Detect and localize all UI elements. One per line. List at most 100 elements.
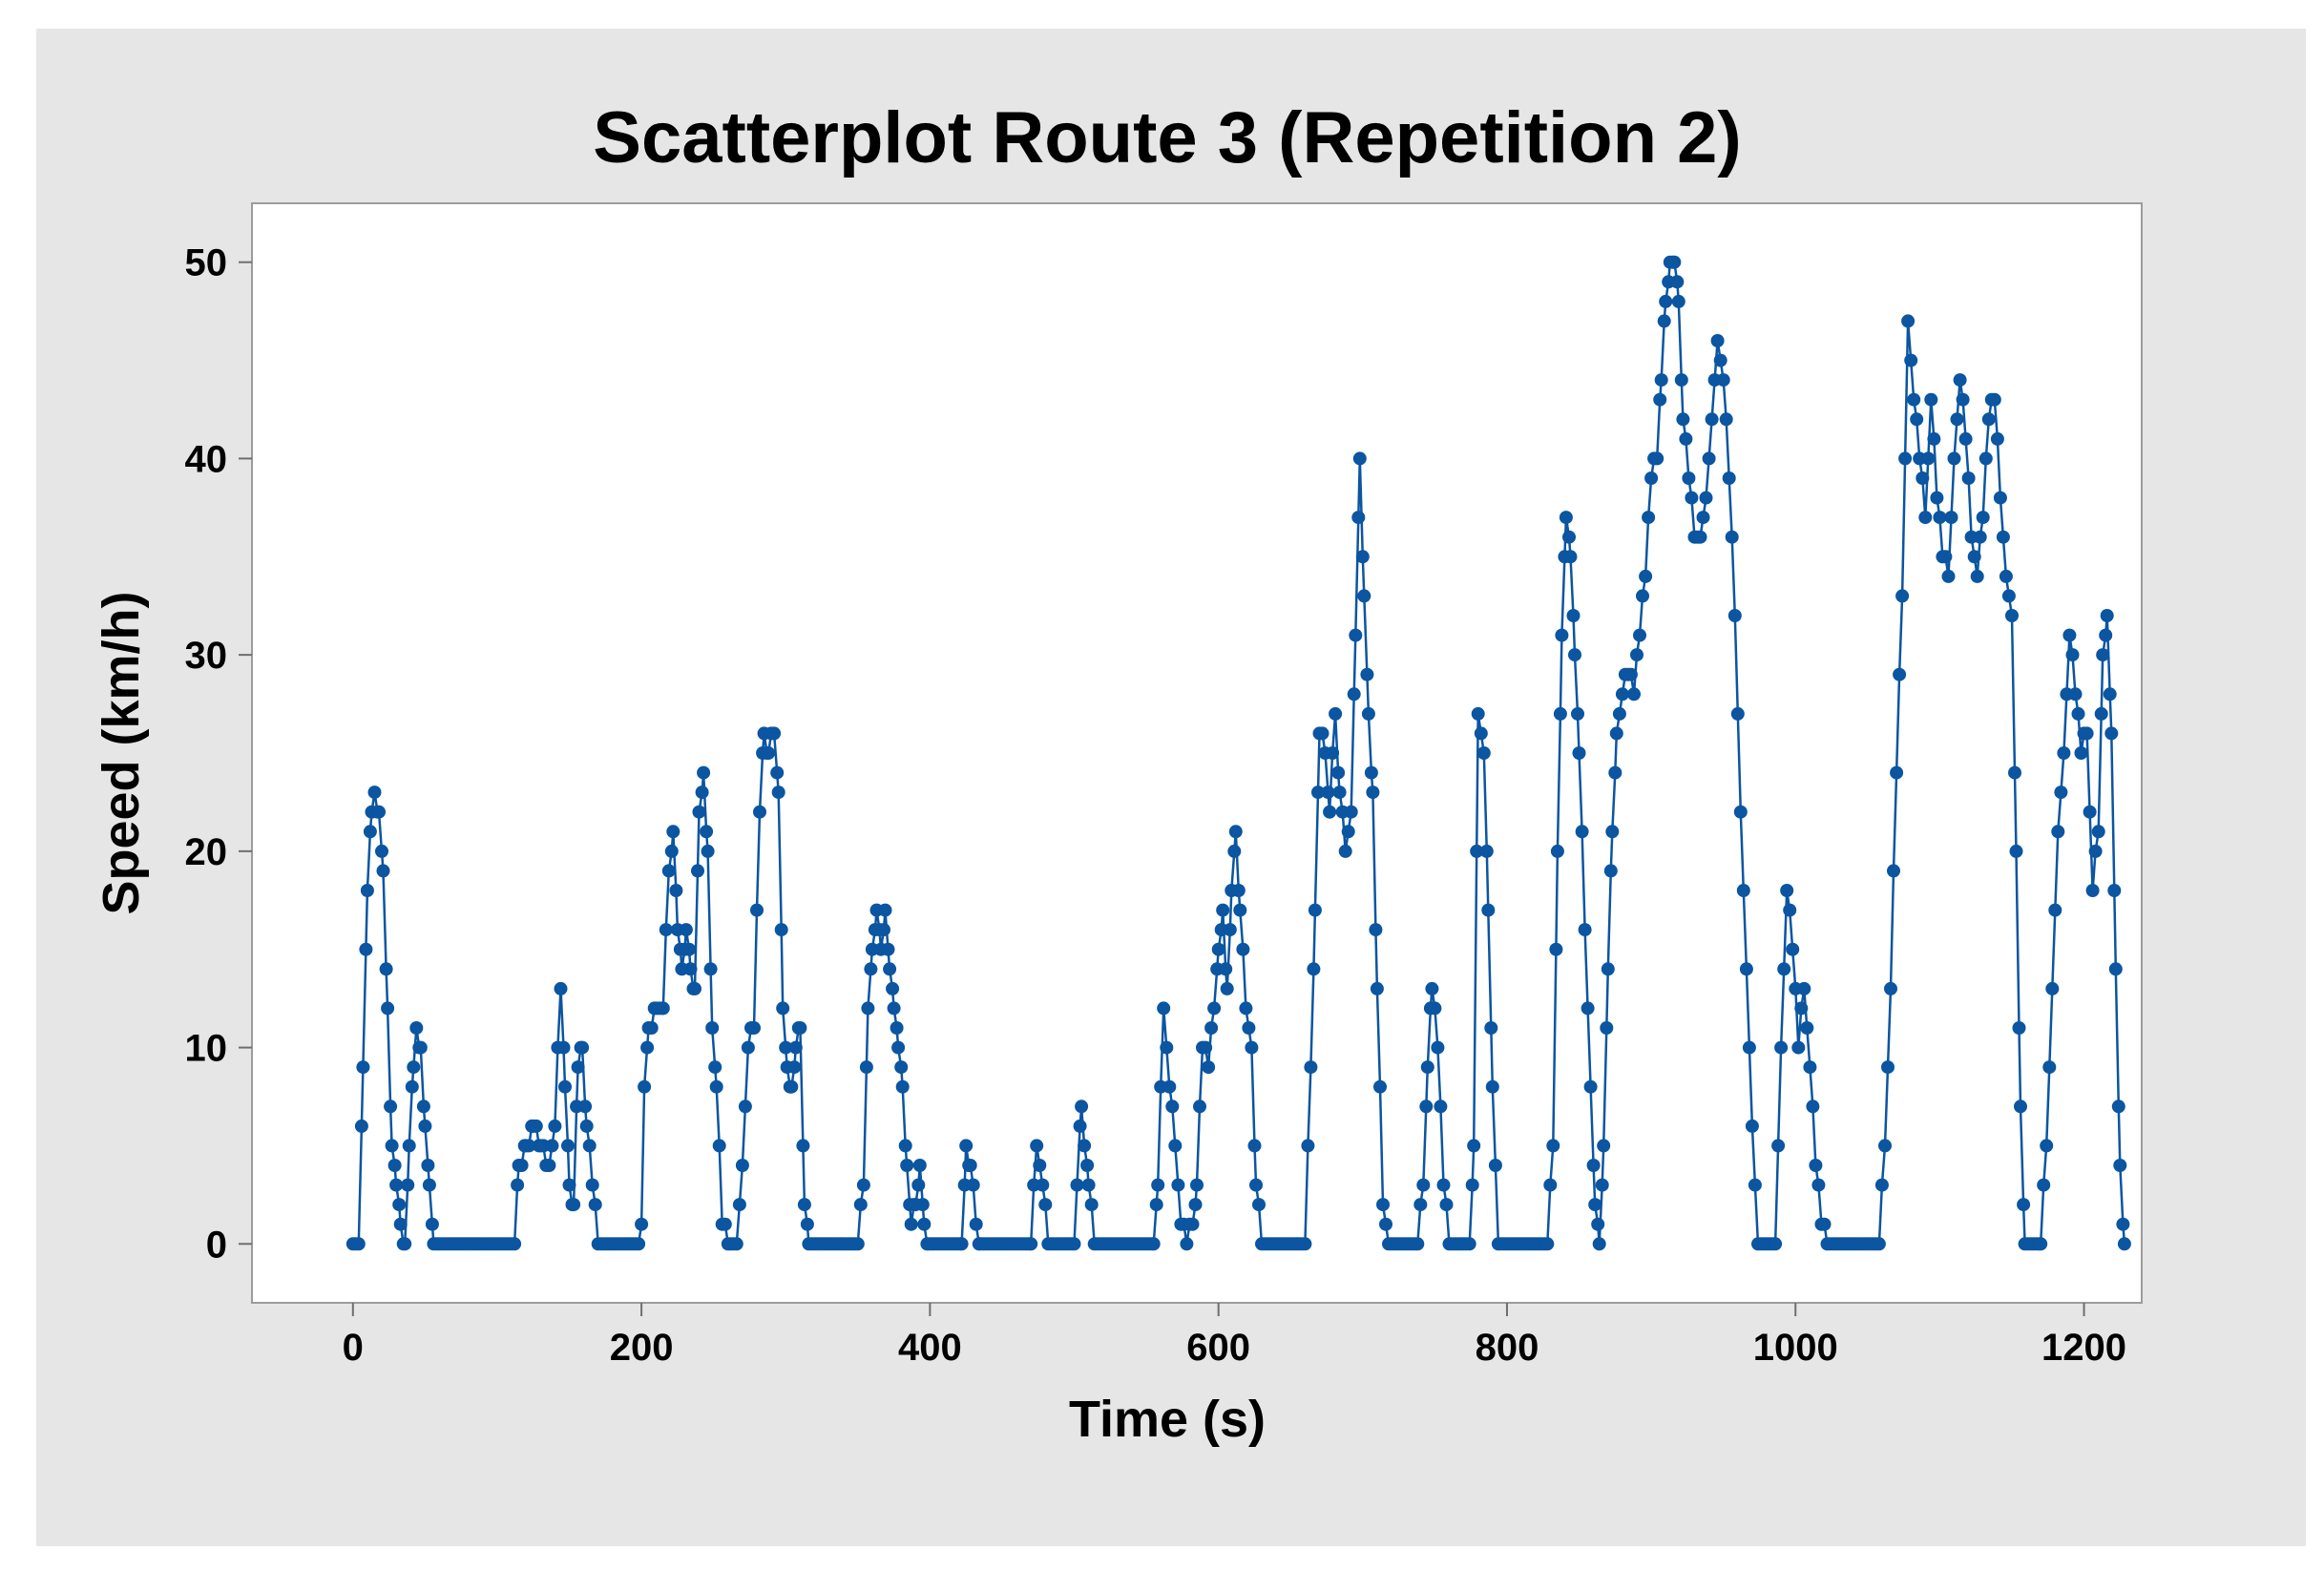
data-point bbox=[894, 1060, 909, 1075]
data-point bbox=[1817, 1217, 1832, 1231]
data-point bbox=[588, 1198, 602, 1212]
data-point bbox=[1165, 1100, 1180, 1114]
data-point bbox=[548, 1119, 562, 1133]
data-point bbox=[666, 825, 680, 839]
data-point bbox=[1540, 1237, 1555, 1251]
data-point bbox=[1231, 884, 1246, 897]
data-point bbox=[1073, 1119, 1087, 1133]
data-point bbox=[561, 1139, 575, 1153]
data-point bbox=[1030, 1139, 1044, 1153]
data-point bbox=[1910, 412, 1924, 427]
data-point bbox=[1730, 706, 1745, 721]
data-point bbox=[1572, 746, 1586, 760]
data-point bbox=[729, 1237, 743, 1251]
data-point bbox=[741, 1040, 755, 1055]
data-point bbox=[1332, 786, 1347, 800]
data-point bbox=[1583, 1079, 1598, 1094]
data-point bbox=[1623, 667, 1638, 681]
data-point bbox=[1081, 1178, 1096, 1192]
chart-frame: Scatterplot Route 3 (Repetition 2) 0 10 20… bbox=[36, 29, 2306, 1546]
data-point bbox=[2005, 609, 2019, 622]
data-point bbox=[877, 923, 890, 937]
data-point bbox=[1916, 471, 1930, 485]
data-point bbox=[890, 1021, 904, 1035]
data-point bbox=[1716, 373, 1730, 388]
data-point bbox=[1999, 569, 2013, 583]
data-point bbox=[1603, 864, 1618, 878]
data-point bbox=[1160, 1040, 1174, 1055]
data-point bbox=[1633, 628, 1646, 642]
data-point bbox=[579, 1119, 594, 1133]
data-point bbox=[1168, 1139, 1183, 1153]
data-point bbox=[1228, 825, 1243, 839]
plot-area bbox=[251, 202, 2143, 1304]
data-point bbox=[1597, 1139, 1611, 1153]
data-point bbox=[2012, 1021, 2026, 1035]
data-point bbox=[1722, 471, 1736, 485]
data-point bbox=[861, 1001, 875, 1016]
y-tick-label: 50 bbox=[185, 242, 228, 284]
data-point bbox=[1242, 1021, 1256, 1035]
data-point bbox=[1713, 353, 1727, 367]
data-point bbox=[1471, 706, 1485, 721]
data-point bbox=[1149, 1198, 1163, 1212]
data-point bbox=[1719, 412, 1733, 427]
data-point bbox=[712, 1139, 726, 1153]
data-point bbox=[1636, 589, 1649, 603]
data-point bbox=[1653, 392, 1667, 407]
data-point bbox=[963, 1159, 977, 1172]
data-point bbox=[762, 746, 776, 760]
data-point bbox=[1874, 1178, 1889, 1192]
y-axis-label: Speed (km/h) bbox=[93, 591, 150, 914]
data-point bbox=[656, 1001, 670, 1016]
data-point bbox=[1485, 1079, 1499, 1094]
data-point bbox=[900, 1159, 914, 1172]
data-point bbox=[1341, 825, 1355, 839]
data-point bbox=[797, 1198, 811, 1212]
data-point bbox=[1301, 1139, 1315, 1153]
data-point bbox=[767, 726, 782, 741]
data-point bbox=[1956, 392, 1970, 407]
data-point bbox=[1220, 981, 1234, 995]
data-point bbox=[1907, 392, 1921, 407]
data-point bbox=[1595, 1178, 1609, 1192]
data-point bbox=[1609, 726, 1623, 741]
data-point bbox=[389, 1178, 404, 1192]
data-point bbox=[1976, 511, 1990, 525]
data-point bbox=[1667, 255, 1682, 269]
data-point bbox=[1566, 609, 1581, 622]
data-point bbox=[753, 805, 766, 819]
data-point bbox=[898, 1139, 912, 1153]
data-point bbox=[1434, 1100, 1448, 1114]
data-point bbox=[418, 1119, 432, 1133]
data-point bbox=[718, 1217, 732, 1231]
data-point bbox=[1644, 471, 1659, 485]
data-point bbox=[1727, 609, 1742, 622]
data-point bbox=[1890, 765, 1904, 780]
data-point bbox=[421, 1159, 435, 1172]
data-point bbox=[1484, 1021, 1498, 1035]
data-point bbox=[1941, 569, 1956, 583]
data-point bbox=[376, 864, 390, 878]
data-point bbox=[886, 981, 900, 995]
data-point bbox=[1151, 1178, 1165, 1192]
data-point bbox=[697, 765, 711, 780]
data-point bbox=[1693, 530, 1707, 544]
data-point bbox=[1431, 1040, 1445, 1055]
data-point bbox=[1679, 431, 1693, 446]
data-point bbox=[514, 1159, 529, 1172]
data-point bbox=[1425, 981, 1439, 995]
data-point bbox=[576, 1040, 590, 1055]
data-point bbox=[1462, 1237, 1476, 1251]
data-point bbox=[2096, 648, 2110, 662]
data-point bbox=[1216, 903, 1230, 917]
data-point bbox=[1543, 1178, 1558, 1192]
data-point bbox=[351, 1237, 366, 1251]
data-point bbox=[856, 1178, 870, 1192]
data-point bbox=[1364, 765, 1378, 780]
data-point bbox=[1990, 431, 2004, 446]
data-point bbox=[691, 864, 704, 878]
data-point bbox=[891, 1040, 906, 1055]
data-point bbox=[1067, 1237, 1081, 1251]
data-point bbox=[1592, 1237, 1606, 1251]
